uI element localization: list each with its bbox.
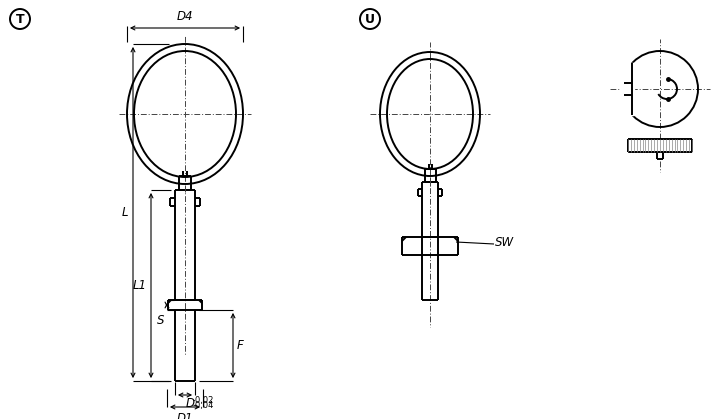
Bar [620, 63, 634, 115]
Text: D1: D1 [177, 412, 193, 419]
Text: SW: SW [495, 235, 514, 248]
Text: T: T [16, 13, 24, 26]
Text: D: D [186, 397, 195, 410]
Text: F: F [237, 339, 244, 352]
Text: D4: D4 [177, 10, 193, 23]
Text: L1: L1 [133, 279, 147, 292]
Text: -0,02: -0,02 [193, 396, 214, 405]
Text: L: L [121, 206, 128, 219]
Text: -0,04: -0,04 [193, 401, 214, 410]
Text: U: U [365, 13, 375, 26]
Text: S: S [156, 314, 164, 327]
